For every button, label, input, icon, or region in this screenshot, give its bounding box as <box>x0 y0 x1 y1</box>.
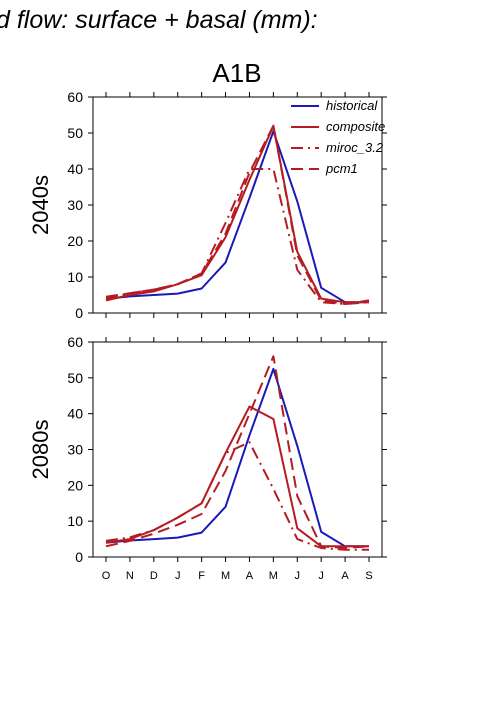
series-line-composite <box>105 124 369 304</box>
x-tick-label: M <box>269 570 278 582</box>
y-tick-label: 20 <box>67 233 83 249</box>
panel-2040s: 0 10 20 30 40 50 60 2040s historical composite mir… <box>28 89 387 321</box>
y-tick-label: 10 <box>67 513 83 529</box>
figure-subtitle: A1B <box>212 58 261 88</box>
x-tick-label: S <box>365 570 372 582</box>
x-tick-label: J <box>175 570 181 582</box>
y-tick-label: 50 <box>67 370 83 386</box>
y-tick-label: 60 <box>67 89 83 105</box>
y-tick-label: 20 <box>67 477 83 493</box>
x-tick-label: A <box>246 570 254 582</box>
series-line-pcm1 <box>105 355 370 549</box>
x-tick-label: N <box>126 570 134 582</box>
series-line-historical <box>105 130 369 304</box>
series-line-historical <box>105 367 369 548</box>
x-tick-label: D <box>150 570 158 582</box>
plot-frame <box>92 341 383 558</box>
y-tick-label: 50 <box>67 125 83 141</box>
legend-label: historical <box>326 98 378 113</box>
legend-label: composite <box>326 119 385 134</box>
x-tick-label: A <box>341 570 349 582</box>
y-tick-label: 40 <box>67 161 83 177</box>
y-tick-label: 40 <box>67 406 83 422</box>
x-tick-label: M <box>221 570 230 582</box>
y-tick-label: 30 <box>67 197 83 213</box>
legend-label: pcm1 <box>325 161 358 176</box>
figure-title: d flow: surface + basal (mm): <box>0 6 318 34</box>
series-line-miroc-3-2 <box>105 441 369 551</box>
legend-label: miroc_3.2 <box>326 140 384 155</box>
y-axis-label: 2080s <box>28 420 53 480</box>
y-tick-label: 30 <box>67 442 83 458</box>
panel-2080s: 0 10 20 30 40 50 60 O N D J F M A M J J A S 2080s <box>28 334 387 582</box>
series-line-composite <box>105 405 369 548</box>
legend: historical composite miroc_3.2 pcm1 <box>291 98 385 176</box>
y-tick-label: 10 <box>67 269 83 285</box>
x-tick-label: J <box>295 570 301 582</box>
x-tick-label: F <box>198 570 205 582</box>
y-tick-label: 0 <box>75 305 83 321</box>
series-line-miroc-3-2 <box>105 168 370 305</box>
x-tick-label: J <box>318 570 324 582</box>
y-axis-label: 2040s <box>28 175 53 235</box>
x-tick-label: O <box>102 570 111 582</box>
series-line-pcm1 <box>105 124 370 305</box>
y-tick-label: 0 <box>75 549 83 565</box>
y-tick-label: 60 <box>67 334 83 350</box>
